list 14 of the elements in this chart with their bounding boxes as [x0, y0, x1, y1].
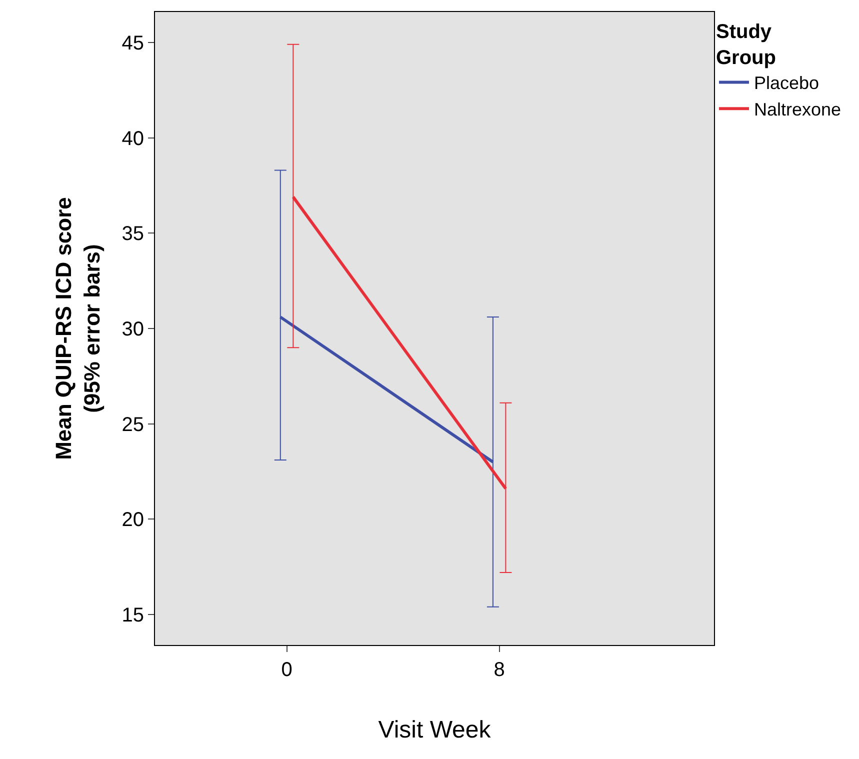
- y-tick-label: 25: [122, 414, 144, 436]
- y-tick-label: 30: [122, 318, 144, 340]
- y-tick-label: 15: [122, 604, 144, 626]
- x-tick-label: 8: [494, 659, 505, 681]
- x-tick-label: 0: [281, 659, 292, 681]
- y-tick-label: 40: [122, 128, 144, 150]
- legend-label: Naltrexone: [754, 100, 842, 120]
- legend-title: Study Group: [716, 21, 776, 69]
- legend-label: Placebo: [754, 73, 820, 94]
- y-tick-label: 45: [122, 32, 144, 55]
- y-tick-label: 20: [122, 509, 144, 532]
- y-axis-title: Mean QUIP-RS ICD score (95% error bars): [50, 197, 105, 460]
- y-tick-label: 35: [122, 223, 144, 246]
- x-axis-title: Visit Week: [378, 716, 492, 744]
